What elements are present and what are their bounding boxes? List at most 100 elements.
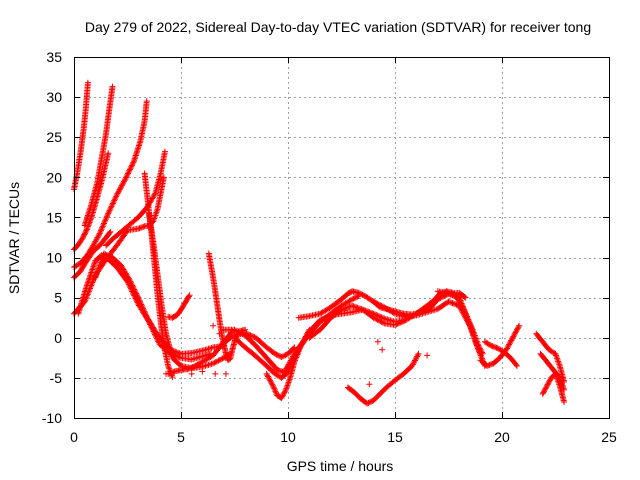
- data-point: [271, 387, 278, 394]
- data-point: [445, 290, 452, 297]
- data-point: [456, 296, 463, 303]
- data-point: [113, 193, 120, 200]
- data-point: [84, 223, 91, 230]
- data-point: [82, 230, 89, 237]
- data-point: [351, 294, 358, 301]
- data-point: [101, 219, 108, 226]
- data-point: [374, 338, 381, 345]
- data-point: [90, 241, 97, 248]
- data-point: [467, 323, 474, 330]
- data-point: [401, 317, 408, 324]
- data-point: [415, 350, 422, 357]
- y-tick-label: -5: [50, 370, 63, 386]
- data-point: [464, 315, 471, 322]
- data-point: [409, 361, 416, 368]
- data-point: [466, 322, 473, 329]
- data-point: [507, 338, 514, 345]
- data-point: [266, 376, 273, 383]
- data-point: [115, 189, 122, 196]
- data-point: [210, 322, 217, 329]
- data-point: [448, 299, 455, 306]
- data-point: [99, 223, 106, 230]
- y-tick-label: 20: [46, 169, 62, 185]
- data-point: [296, 347, 303, 354]
- data-point: [216, 356, 223, 363]
- x-tick-label: 10: [280, 429, 296, 445]
- y-tick-label: 35: [46, 49, 62, 65]
- data-point: [445, 298, 452, 305]
- data-point: [143, 312, 150, 319]
- data-point: [417, 309, 424, 316]
- data-point: [290, 345, 297, 352]
- data-point: [476, 348, 483, 355]
- data-point: [358, 291, 365, 298]
- data-point: [127, 165, 134, 172]
- data-point: [80, 234, 87, 241]
- data-point: [86, 275, 93, 282]
- data-point: [248, 332, 255, 339]
- y-tick-label: 5: [54, 290, 62, 306]
- data-point: [100, 250, 107, 257]
- data-point: [296, 345, 303, 352]
- data-point: [280, 390, 287, 397]
- data-point: [355, 289, 362, 296]
- data-point: [359, 291, 366, 298]
- data-point: [138, 301, 145, 308]
- data-point: [370, 314, 377, 321]
- data-point: [135, 296, 142, 303]
- data-point: [544, 381, 551, 388]
- data-point: [398, 318, 405, 325]
- data-point: [128, 281, 135, 288]
- data-point: [456, 294, 463, 301]
- data-point: [281, 352, 288, 359]
- data-point: [453, 293, 460, 300]
- y-tick-label: 25: [46, 129, 62, 145]
- data-point: [115, 187, 122, 194]
- data-point: [214, 358, 221, 365]
- data-point: [341, 305, 348, 312]
- data-point: [457, 299, 464, 306]
- data-point: [231, 326, 238, 333]
- data-point: [118, 183, 125, 190]
- series-arc-29: [539, 370, 568, 405]
- data-point: [89, 265, 96, 272]
- data-point: [105, 150, 112, 157]
- data-point: [102, 251, 109, 258]
- data-point: [216, 330, 223, 337]
- data-point: [106, 253, 113, 260]
- data-point: [467, 325, 474, 332]
- x-axis-label: GPS time / hours: [287, 458, 394, 474]
- data-point: [450, 300, 457, 307]
- data-point: [509, 334, 516, 341]
- data-point: [133, 291, 140, 298]
- data-point: [282, 388, 289, 395]
- data-point: [87, 270, 94, 277]
- data-point: [366, 381, 373, 388]
- data-point: [413, 354, 420, 361]
- data-point: [107, 228, 114, 235]
- data-point: [539, 390, 546, 397]
- data-point: [281, 389, 288, 396]
- data-point: [414, 352, 421, 359]
- data-point: [463, 313, 470, 320]
- data-point: [127, 278, 134, 285]
- data-point: [127, 279, 134, 286]
- data-point: [506, 340, 513, 347]
- data-point: [419, 308, 426, 315]
- data-point: [465, 319, 472, 326]
- data-point: [319, 315, 326, 322]
- data-point: [513, 361, 520, 368]
- y-tick-label: 10: [46, 250, 62, 266]
- data-point: [95, 231, 102, 238]
- data-point: [339, 306, 346, 313]
- data-point: [160, 174, 167, 181]
- data-point: [130, 285, 137, 292]
- data-point: [322, 314, 329, 321]
- data-point: [515, 324, 522, 331]
- data-point: [99, 224, 106, 231]
- data-point: [273, 389, 280, 396]
- data-point: [371, 315, 378, 322]
- data-point: [98, 226, 105, 233]
- data-point: [125, 275, 132, 282]
- data-point: [105, 210, 112, 217]
